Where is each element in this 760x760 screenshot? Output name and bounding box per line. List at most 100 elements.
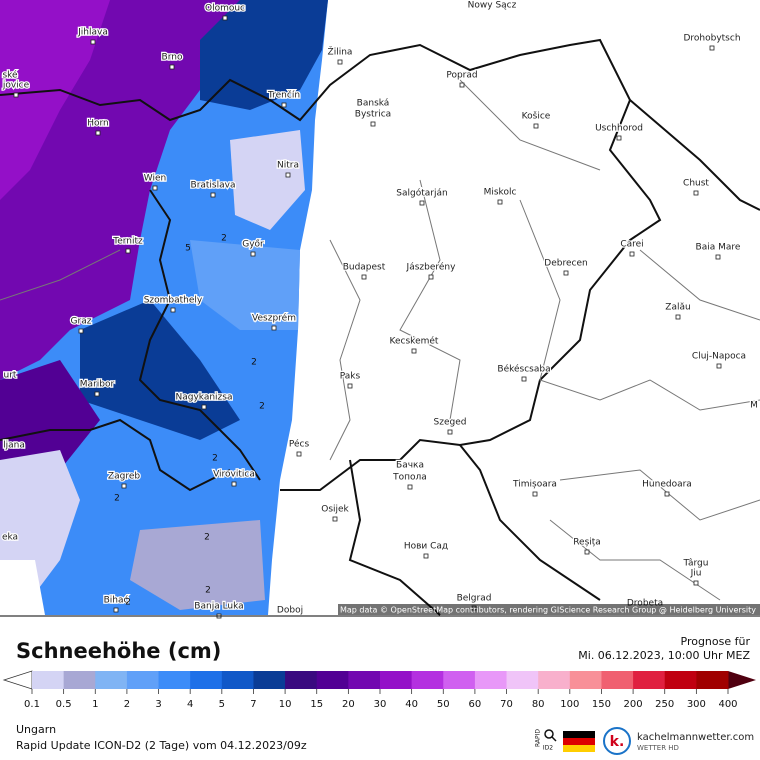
snow-area xyxy=(0,360,100,470)
city-label: Horn xyxy=(87,119,109,129)
city-marker xyxy=(675,314,681,320)
city-label: Baia Mare xyxy=(696,243,741,253)
city-marker xyxy=(271,325,277,331)
colorbar-swatch xyxy=(506,671,539,689)
colorbar-tick-label: 15 xyxy=(310,699,323,710)
border xyxy=(629,99,760,211)
city-labels: Olomouc Nowy Sącz Jihlava Žilina Drohobytsch… xyxy=(1,0,759,619)
rapid-badge: RAPID ID2 xyxy=(535,729,557,752)
city-marker xyxy=(169,64,175,70)
colorbar-swatch xyxy=(316,671,349,689)
colorbar-arrow-high xyxy=(728,671,756,689)
city-label: Jiu xyxy=(690,569,702,579)
region-borders xyxy=(0,79,760,601)
city-marker xyxy=(716,363,722,369)
colorbar-tick-label: 30 xyxy=(374,699,387,710)
city-label: Osijek xyxy=(321,505,349,515)
city-label: Pécs xyxy=(289,439,310,450)
colorbar-swatch xyxy=(538,671,571,689)
contour-label: 2 xyxy=(259,402,265,412)
colorbar-swatch xyxy=(474,671,508,689)
contour-label: 2 xyxy=(251,358,257,368)
city-marker xyxy=(715,254,721,260)
colorbar-tick-label: 40 xyxy=(405,699,418,710)
magnifier-handle xyxy=(551,736,557,742)
city-marker xyxy=(693,580,699,586)
brand-sub: WETTER HD xyxy=(637,744,679,752)
city-label: Miskolc xyxy=(484,188,517,198)
city-label: Békéscsaba xyxy=(497,364,550,375)
city-marker xyxy=(532,491,538,497)
city-label: urt xyxy=(4,371,17,381)
colorbar-tick-label: 20 xyxy=(342,699,355,710)
city-marker xyxy=(407,484,413,490)
colorbar-swatch xyxy=(696,671,729,689)
map: Olomouc Nowy Sącz Jihlava Žilina Drohobytsch… xyxy=(0,0,760,619)
city-label: ské xyxy=(2,70,18,81)
contour-label: 2 xyxy=(125,598,131,608)
city-label: Jihlava xyxy=(77,28,108,38)
city-label: Paks xyxy=(340,372,361,382)
brand-logo xyxy=(603,727,631,755)
city-label: eka xyxy=(2,533,18,543)
city-marker xyxy=(337,59,343,65)
colorbar-swatch xyxy=(664,671,697,689)
colorbar-swatch xyxy=(190,671,223,689)
contour-label: 5 xyxy=(185,244,191,254)
colorbar-tick-label: 300 xyxy=(687,699,706,710)
legend-title: Schneehöhe (cm) xyxy=(16,639,221,663)
city-label: Győr xyxy=(242,240,264,250)
colorbar-tick-label: 7 xyxy=(250,699,256,710)
city-marker xyxy=(709,45,715,51)
colorbar-tick-label: 4 xyxy=(187,699,193,710)
city-marker xyxy=(411,348,417,354)
city-marker xyxy=(332,516,338,522)
city-label: Chust xyxy=(683,179,709,189)
city-marker xyxy=(250,251,256,257)
city-label: Košice xyxy=(522,111,551,122)
city-marker xyxy=(113,607,119,613)
colorbar-tick-label: 100 xyxy=(560,699,579,710)
city-label: Zalău xyxy=(665,303,690,313)
region-border xyxy=(549,519,721,601)
city-marker xyxy=(285,172,291,178)
city-label: Banja Luka xyxy=(194,602,243,612)
city-marker xyxy=(563,270,569,276)
city-label: Ternitz xyxy=(112,237,143,247)
city-marker xyxy=(693,190,699,196)
city-marker xyxy=(281,102,287,108)
city-label: Bystrica xyxy=(355,110,391,120)
colorbar-swatch xyxy=(633,671,666,689)
brand-logo-letter: k. xyxy=(610,734,625,750)
region-border xyxy=(329,239,361,461)
colorbar-swatch xyxy=(253,671,286,689)
snow-area xyxy=(80,300,240,440)
city-marker xyxy=(497,199,503,205)
city-marker xyxy=(78,328,84,334)
colorbar-swatch xyxy=(285,671,318,689)
city-label: Maribor xyxy=(80,380,115,390)
city-marker xyxy=(447,429,453,435)
region-border xyxy=(639,249,760,321)
city-marker xyxy=(428,274,434,280)
region: Ungarn xyxy=(16,723,56,736)
colorbar-tick-label: 5 xyxy=(219,699,225,710)
colorbar-swatch xyxy=(411,671,444,689)
city-label: Bratislava xyxy=(191,181,236,191)
model-run: Rapid Update ICON-D2 (2 Tage) vom 04.12.… xyxy=(16,739,307,752)
badge-top: RAPID xyxy=(535,729,542,747)
city-label: ljana xyxy=(3,441,25,451)
city-marker xyxy=(95,130,101,136)
flag-stripe xyxy=(563,738,595,745)
region-border xyxy=(459,79,601,171)
forecast-time: Mi. 06.12.2023, 10:00 Uhr MEZ xyxy=(578,649,750,662)
magnifier xyxy=(544,729,554,739)
city-marker xyxy=(419,200,425,206)
colorbar-tick-label: 150 xyxy=(592,699,611,710)
city-label: Carei xyxy=(620,240,643,250)
city-label: Cluj-Napoca xyxy=(692,352,746,362)
city-marker xyxy=(296,451,302,457)
forecast-label: Prognose für xyxy=(681,635,751,648)
colorbar-tick-label: 1 xyxy=(92,699,98,710)
